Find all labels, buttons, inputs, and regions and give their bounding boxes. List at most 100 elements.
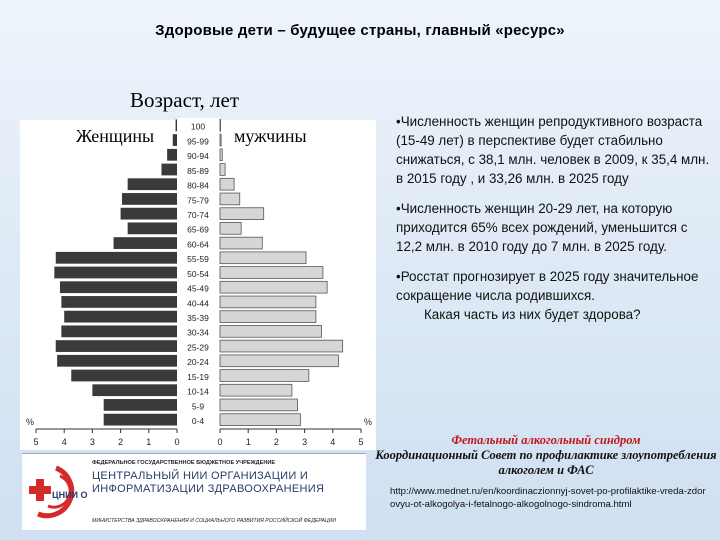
- bullet-question: Какая часть из них будет здорова?: [424, 307, 641, 322]
- age-label-5-9: 5-9: [192, 401, 205, 411]
- age-label-100: 100: [191, 122, 205, 132]
- age-label-55-59: 55-59: [187, 254, 209, 264]
- bullet-rosstat-text: •Росстат прогнозирует в 2025 году значит…: [396, 269, 699, 303]
- men-bar-30-34: [219, 325, 322, 338]
- right-tick-3: 3: [302, 437, 307, 447]
- emblem-text: ЦНИИ ОИЗ: [52, 490, 88, 500]
- left-tick-0: 0: [174, 437, 179, 447]
- women-bars: [54, 119, 177, 426]
- men-bar-100: [219, 119, 221, 132]
- women-bar-15-19: [71, 369, 177, 382]
- x-axes: 5 4 3 2 1 0 0 1 2 3 4 5%%: [26, 417, 372, 447]
- women-bar-0-4: [103, 413, 177, 426]
- source-link[interactable]: http://www.mednet.ru/en/koordinaczionnyj…: [390, 486, 706, 510]
- age-label-15-19: 15-19: [187, 372, 209, 382]
- men-bar-5-9: [219, 398, 298, 412]
- women-bar-45-49: [59, 281, 177, 294]
- bullet-women-20-29: •Численность женщин 20-29 лет, на котору…: [396, 201, 688, 254]
- women-bar-90-94: [167, 148, 177, 161]
- age-label-85-89: 85-89: [187, 166, 209, 176]
- women-bar-40-44: [61, 296, 177, 308]
- age-label-40-44: 40-44: [187, 298, 209, 308]
- right-tick-4: 4: [330, 437, 335, 447]
- age-label-70-74: 70-74: [187, 210, 209, 220]
- org-name: ЦЕНТРАЛЬНЫЙ НИИ ОРГАНИЗАЦИИ И ИНФОРМАТИЗ…: [92, 470, 325, 495]
- women-bar-25-29: [55, 340, 177, 352]
- men-bar-55-59: [219, 251, 307, 265]
- women-bar-80-84: [127, 178, 177, 191]
- age-label-80-84: 80-84: [187, 181, 209, 191]
- fas-subtitle: Координационный Совет по профилактике зл…: [375, 448, 717, 477]
- men-bar-90-94: [219, 148, 223, 162]
- women-bar-75-79: [122, 193, 177, 205]
- fas-block: Фетальный алкогольный синдром Координаци…: [372, 433, 720, 478]
- left-percent-label: %: [26, 417, 34, 427]
- left-tick-5: 5: [33, 437, 38, 447]
- left-tick-4: 4: [62, 437, 67, 447]
- men-bar-95-99: [219, 133, 222, 147]
- men-bar-80-84: [219, 177, 235, 191]
- men-bar-70-74: [219, 207, 265, 220]
- women-bar-10-14: [92, 384, 177, 397]
- age-labels: 100 95-99 90-94 85-89 80-84 75-79 70-74 65-69 60…: [178, 118, 219, 427]
- slide-title: Здоровые дети – будущее страны, главный …: [155, 22, 565, 39]
- men-bars: [219, 119, 344, 426]
- men-bar-50-54: [219, 266, 324, 279]
- org-ministry: МИНИСТЕРСТВА ЗДРАВООХРАНЕНИЯ И СОЦИАЛЬНО…: [92, 518, 337, 524]
- right-percent-label: %: [364, 417, 372, 427]
- men-bar-65-69: [219, 222, 242, 235]
- age-label-60-64: 60-64: [187, 239, 209, 249]
- right-tick-0: 0: [217, 437, 222, 447]
- left-tick-2: 2: [118, 437, 123, 447]
- men-bar-0-4: [219, 413, 301, 426]
- fas-title: Фетальный алкогольный синдром: [451, 433, 641, 447]
- age-label-75-79: 75-79: [187, 195, 209, 205]
- age-label-90-94: 90-94: [187, 151, 209, 161]
- men-bar-35-39: [219, 310, 317, 323]
- age-label-30-34: 30-34: [187, 328, 209, 338]
- men-bar-75-79: [219, 192, 241, 206]
- women-bar-70-74: [120, 207, 177, 220]
- men-bar-20-24: [219, 354, 339, 368]
- men-bar-85-89: [219, 163, 226, 176]
- right-tick-1: 1: [246, 437, 251, 447]
- age-label-20-24: 20-24: [187, 357, 209, 367]
- age-label-45-49: 45-49: [187, 284, 209, 294]
- women-label: Женщины: [76, 126, 155, 146]
- institute-logo: ЦНИИ ОИЗ ФЕДЕРАЛЬНОЕ ГОСУДАРСТВЕННОЕ БЮД…: [22, 453, 366, 530]
- women-bar-55-59: [55, 251, 177, 264]
- women-bar-60-64: [113, 237, 177, 249]
- bullet-reproductive-women: •Численность женщин репродуктивного возр…: [396, 114, 710, 186]
- institute-emblem-icon: ЦНИИ ОИЗ: [29, 465, 88, 519]
- org-type: ФЕДЕРАЛЬНОЕ ГОСУДАРСТВЕННОЕ БЮДЖЕТНОЕ УЧ…: [92, 460, 276, 466]
- age-label-25-29: 25-29: [187, 342, 209, 352]
- women-bar-95-99: [172, 134, 177, 146]
- right-tick-5: 5: [358, 437, 363, 447]
- age-label-10-14: 10-14: [187, 387, 209, 397]
- women-bar-5-9: [103, 399, 177, 411]
- men-bar-40-44: [219, 295, 317, 309]
- age-label-95-99: 95-99: [187, 136, 209, 146]
- chart-title: Возраст, лет: [130, 88, 240, 112]
- women-bar-50-54: [54, 266, 177, 279]
- bullets: •Численность женщин репродуктивного возр…: [396, 112, 710, 335]
- right-tick-2: 2: [274, 437, 279, 447]
- age-label-50-54: 50-54: [187, 269, 209, 279]
- men-bar-60-64: [219, 236, 263, 250]
- left-tick-1: 1: [146, 437, 151, 447]
- bullet-rosstat: •Росстат прогнозирует в 2025 году значит…: [396, 267, 710, 324]
- age-label-0-4: 0-4: [192, 416, 205, 426]
- women-bar-35-39: [64, 310, 177, 323]
- women-bar-65-69: [127, 222, 177, 235]
- men-bar-45-49: [219, 280, 328, 294]
- women-bar-85-89: [161, 163, 177, 176]
- left-tick-3: 3: [90, 437, 95, 447]
- women-bar-100: [175, 119, 177, 132]
- age-label-35-39: 35-39: [187, 313, 209, 323]
- men-bar-15-19: [219, 369, 310, 382]
- men-bar-10-14: [219, 383, 293, 397]
- men-label: мужчины: [234, 126, 307, 146]
- men-bar-25-29: [219, 339, 344, 353]
- women-bar-30-34: [61, 325, 177, 338]
